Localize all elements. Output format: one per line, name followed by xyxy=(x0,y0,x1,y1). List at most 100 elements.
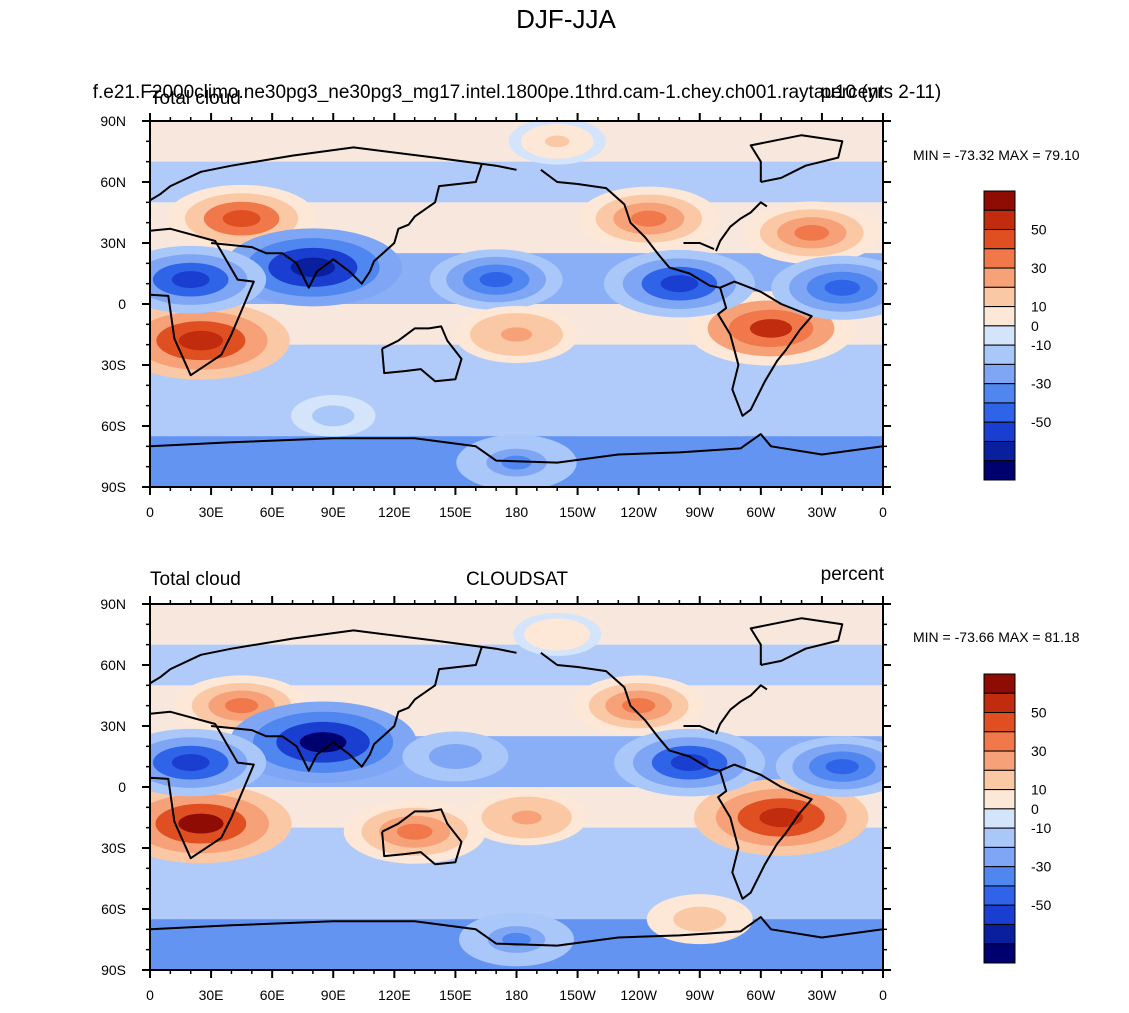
x-tick-label: 0 xyxy=(146,987,154,1003)
colorbar-swatch xyxy=(983,344,1016,365)
y-tick-label: 90S xyxy=(101,962,126,978)
coastline xyxy=(540,168,721,289)
y-tick-label: 60N xyxy=(100,174,126,190)
anomaly-south-america xyxy=(759,807,803,828)
colorbar-swatch xyxy=(983,750,1016,771)
x-tick-label: 150W xyxy=(559,504,596,520)
figure-title: DJF-JJA xyxy=(516,4,616,34)
x-tick-label: 90W xyxy=(685,504,715,520)
x-tick-label: 180 xyxy=(505,504,529,520)
anomaly-east-pacific-itcz xyxy=(670,754,709,772)
colorbar-swatch xyxy=(983,363,1016,385)
colorbar-label: 30 xyxy=(1031,743,1047,759)
anomaly-south-pacific xyxy=(501,327,532,342)
axes: 0 30E 60E 90E 120E 150E 180 150W 120W 90W 60W 30W 0 9… xyxy=(100,113,891,520)
coastline xyxy=(717,763,813,900)
colorbar-swatch xyxy=(983,460,1016,481)
coastline xyxy=(715,684,768,735)
coastline xyxy=(540,651,721,772)
anomaly-eurasia-mid xyxy=(222,210,261,228)
y-tick-label: 90N xyxy=(100,113,126,129)
panel-model: f.e21.F2000climo.ne30pg3_ne30pg3_mg17.in… xyxy=(93,82,1080,520)
x-tick-label: 90E xyxy=(321,987,346,1003)
anomaly-arctic xyxy=(546,629,569,640)
y-tick-label: 0 xyxy=(118,779,126,795)
x-tick-label: 30E xyxy=(199,504,224,520)
coastline xyxy=(381,325,463,383)
anomaly-west-pacific-itcz xyxy=(479,272,513,288)
colorbar-swatch xyxy=(983,306,1016,327)
colorbar-swatch xyxy=(983,209,1016,231)
colorbar-swatch xyxy=(983,383,1016,404)
colorbar-label: 10 xyxy=(1031,299,1047,315)
anomaly-arctic xyxy=(545,135,570,148)
y-tick-label: 30N xyxy=(100,235,126,251)
x-tick-label: 30W xyxy=(808,504,838,520)
coastline xyxy=(150,629,517,699)
panel-center-title: f.e21.F2000climo.ne30pg3_ne30pg3_mg17.in… xyxy=(93,82,942,103)
x-tick-label: 0 xyxy=(879,504,887,520)
x-tick-label: 150E xyxy=(439,987,472,1003)
coastline xyxy=(150,916,883,947)
colorbar-swatch xyxy=(983,248,1016,269)
colorbar-swatch xyxy=(983,325,1016,346)
anomaly-north-america-west xyxy=(622,698,656,714)
anomaly-eurasia-mid xyxy=(225,698,259,714)
colorbar-label: 0 xyxy=(1031,801,1039,817)
colorbar-label: -10 xyxy=(1031,337,1051,353)
x-tick-label: 0 xyxy=(146,504,154,520)
panel-left-title: Total cloud xyxy=(150,569,241,590)
anomaly-antarctica xyxy=(502,932,531,947)
anomaly-southern-ocean xyxy=(322,410,344,422)
anomaly-indian-monsoon xyxy=(299,732,347,753)
colorbar-swatch xyxy=(983,402,1016,423)
y-tick-label: 90S xyxy=(101,479,126,495)
colorbar-swatch xyxy=(983,808,1016,829)
x-tick-label: 120E xyxy=(378,987,411,1003)
coastline xyxy=(715,201,768,252)
x-tick-label: 30E xyxy=(199,987,224,1003)
colorbar-label: 50 xyxy=(1031,222,1047,238)
x-tick-label: 150W xyxy=(559,987,596,1003)
colorbar-swatch xyxy=(983,769,1016,791)
colorbar-swatch xyxy=(983,827,1016,848)
anomaly-southern-africa xyxy=(178,813,224,834)
anomaly-southern-ocean xyxy=(686,912,713,926)
x-tick-label: 120W xyxy=(620,504,657,520)
axes: 0 30E 60E 90E 120E 150E 180 150W 120W 90W 60W 30W 0 9… xyxy=(100,596,891,1003)
y-tick-label: 0 xyxy=(118,296,126,312)
coastline xyxy=(210,646,483,772)
panel-center-title: CLOUDSAT xyxy=(466,569,568,590)
anomaly-east-pacific-itcz xyxy=(660,275,699,293)
x-tick-label: 0 xyxy=(879,987,887,1003)
colorbar-swatch xyxy=(983,692,1016,714)
coastline xyxy=(749,617,844,666)
colorbar-label: -50 xyxy=(1031,897,1051,913)
colorbar-swatch xyxy=(983,731,1016,752)
colorbar-label: 10 xyxy=(1031,782,1047,798)
colorbar-label: 0 xyxy=(1031,318,1039,334)
map-area xyxy=(150,604,883,970)
anomaly-australia xyxy=(396,823,433,840)
anomaly-south-pacific xyxy=(511,810,542,825)
colorbar-label: -30 xyxy=(1031,859,1051,875)
colorbar-swatch xyxy=(983,229,1016,250)
colorbar-swatch xyxy=(983,286,1016,308)
anomaly-atlantic-itcz xyxy=(824,279,861,296)
colorbar-swatch xyxy=(983,923,1016,945)
field-band xyxy=(150,878,883,920)
anomaly-southern-africa xyxy=(178,330,224,351)
coastline xyxy=(150,146,517,216)
x-tick-label: 120W xyxy=(620,987,657,1003)
x-tick-label: 180 xyxy=(505,987,529,1003)
colorbar-swatch xyxy=(983,943,1016,964)
panel-cloudsat: Total cloud CLOUDSAT percent MIN = -73.6… xyxy=(100,564,1079,1003)
colorbar-label: 30 xyxy=(1031,260,1047,276)
anomaly-west-pacific xyxy=(442,750,469,763)
y-tick-label: 30S xyxy=(101,357,126,373)
field-band xyxy=(150,395,883,437)
coastline xyxy=(150,433,883,464)
colorbar-swatch xyxy=(983,673,1016,694)
colorbar-label: -30 xyxy=(1031,376,1051,392)
x-tick-label: 30W xyxy=(808,987,838,1003)
